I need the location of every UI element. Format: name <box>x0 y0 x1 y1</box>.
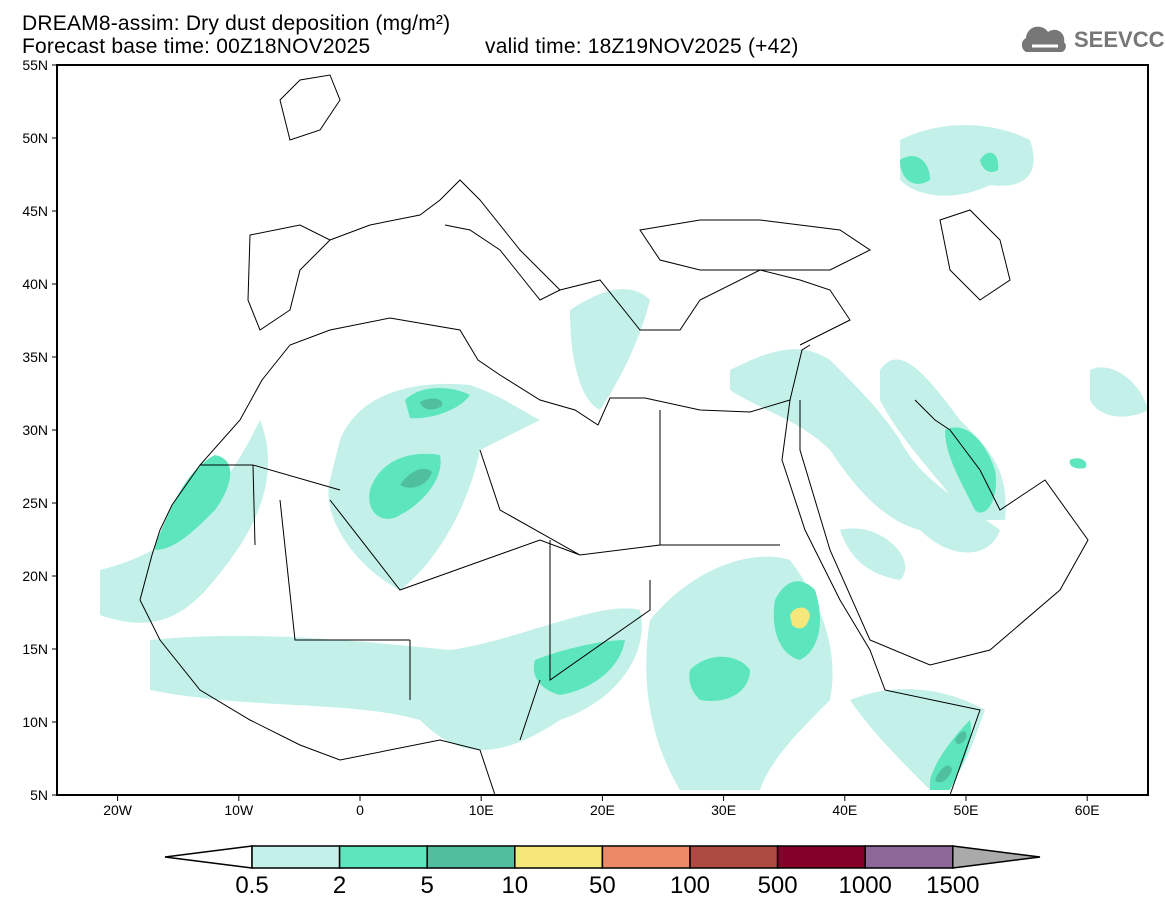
colorbar-over-triangle <box>952 845 1041 869</box>
colorbar-label: 1000 <box>839 872 892 899</box>
lat-label: 55N <box>22 57 48 73</box>
colorbar-swatch <box>601 845 691 869</box>
lat-label: 25N <box>22 495 48 511</box>
seevccc-logo: SEEVCCC <box>1018 26 1165 54</box>
lat-label: 5N <box>30 787 48 803</box>
colorbar-label: 1500 <box>926 872 979 899</box>
lon-label: 50E <box>954 802 979 818</box>
lat-label: 45N <box>22 203 48 219</box>
colorbar-swatch <box>338 845 428 869</box>
lat-label: 15N <box>22 641 48 657</box>
colorbar-swatch <box>514 845 604 869</box>
lon-label: 0 <box>356 802 364 818</box>
lat-label: 30N <box>22 422 48 438</box>
lon-label: 40E <box>832 802 857 818</box>
lat-label: 10N <box>22 714 48 730</box>
colorbar-label: 50 <box>589 872 616 899</box>
colorbar: 0.5 2 5 10 50 100 500 1000 1500 <box>164 845 1041 899</box>
lat-label: 50N <box>22 130 48 146</box>
lon-label: 10E <box>469 802 494 818</box>
dust-deposition-field <box>100 125 1148 790</box>
lat-label: 20N <box>22 568 48 584</box>
lat-label: 35N <box>22 349 48 365</box>
colorbar-label: 5 <box>421 872 434 899</box>
logo-text: SEEVCCC <box>1074 27 1165 52</box>
colorbar-label: 0.5 <box>235 872 268 899</box>
lat-label: 40N <box>22 276 48 292</box>
lon-label: 10W <box>224 802 254 818</box>
colorbar-label: 500 <box>758 872 798 899</box>
lon-label: 20W <box>103 802 133 818</box>
colorbar-swatch <box>776 845 866 869</box>
lon-label: 60E <box>1075 802 1100 818</box>
colorbar-under-triangle <box>164 845 253 869</box>
lon-label: 30E <box>711 802 736 818</box>
cloud-icon <box>1021 26 1066 52</box>
colorbar-swatch <box>426 845 516 869</box>
colorbar-swatch <box>689 845 779 869</box>
map-title: DREAM8-assim: Dry dust deposition (mg/m²… <box>22 12 451 35</box>
colorbar-swatch <box>864 845 954 869</box>
coastlines-borders <box>139 74 1089 796</box>
colorbar-label: 2 <box>333 872 346 899</box>
colorbar-label: 100 <box>670 872 710 899</box>
colorbar-swatch <box>251 845 341 869</box>
lon-label: 20E <box>590 802 615 818</box>
valid-time: valid time: 18Z19NOV2025 (+42) <box>485 35 799 58</box>
forecast-base-time: Forecast base time: 00Z18NOV2025 <box>22 35 371 58</box>
colorbar-label: 10 <box>501 872 528 899</box>
